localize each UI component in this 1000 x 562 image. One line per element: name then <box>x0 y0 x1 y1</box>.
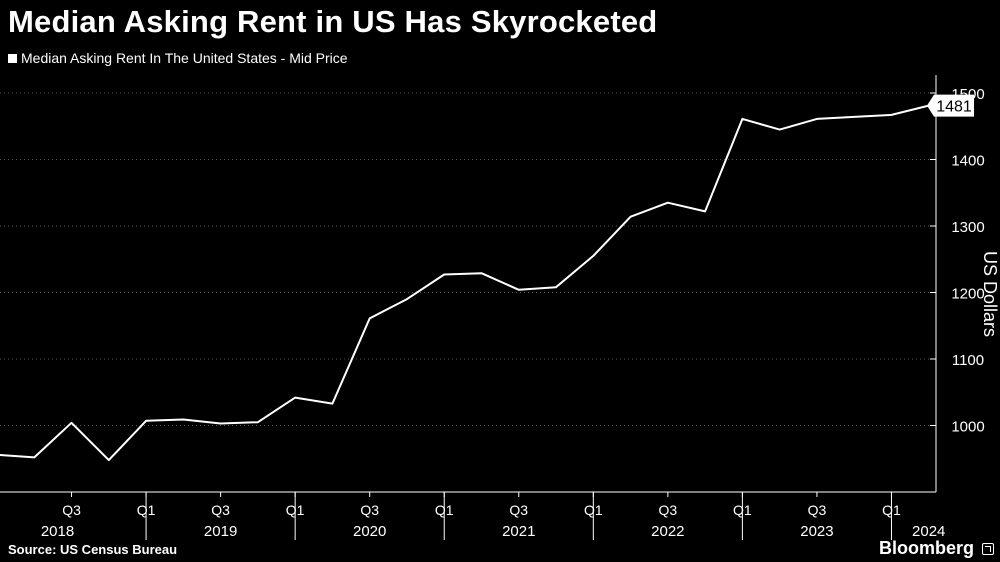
legend-swatch <box>8 53 17 63</box>
y-tick-label-1100: 1100 <box>952 352 984 369</box>
y-axis-title: US Dollars <box>980 251 1000 337</box>
x-year-label: 2019 <box>204 523 237 540</box>
x-quarter-label: Q3 <box>509 502 528 518</box>
x-year-label: 2022 <box>651 523 684 540</box>
series-layer <box>0 104 929 462</box>
y-tick-label-1200: 1200 <box>951 286 984 303</box>
legend: Median Asking Rent In The United States … <box>8 50 348 66</box>
x-year-label: 2023 <box>800 523 833 540</box>
value-labels: 1481 <box>927 94 974 117</box>
legend-label: Median Asking Rent In The United States … <box>21 50 348 66</box>
last-value-callout <box>927 94 974 117</box>
x-quarter-label: Q3 <box>360 502 379 518</box>
chart-title: Median Asking Rent in US Has Skyrocketed <box>8 4 658 39</box>
x-quarter-label: Q3 <box>211 502 230 518</box>
y-tick-label-1300: 1300 <box>951 219 984 236</box>
x-year-label: 2018 <box>41 523 74 540</box>
bloomberg-mark-icon <box>982 543 994 555</box>
x-year-label: 2024 <box>912 523 945 540</box>
x-year-label: 2020 <box>353 523 386 540</box>
grid-lines <box>0 92 936 426</box>
x-quarter-label: Q3 <box>659 502 678 518</box>
x-quarter-label: Q3 <box>62 502 81 518</box>
x-year-label: 2021 <box>502 523 535 540</box>
source-note: Source: US Census Bureau <box>8 542 178 557</box>
x-quarter-label: Q3 <box>808 502 827 518</box>
y-tick-label-1000: 1000 <box>951 419 984 436</box>
series-line-0 <box>0 104 929 462</box>
brand-logo: Bloomberg <box>878 538 974 558</box>
last-value-label: 1481 <box>936 99 972 116</box>
y-tick-label-1400: 1400 <box>951 153 984 170</box>
